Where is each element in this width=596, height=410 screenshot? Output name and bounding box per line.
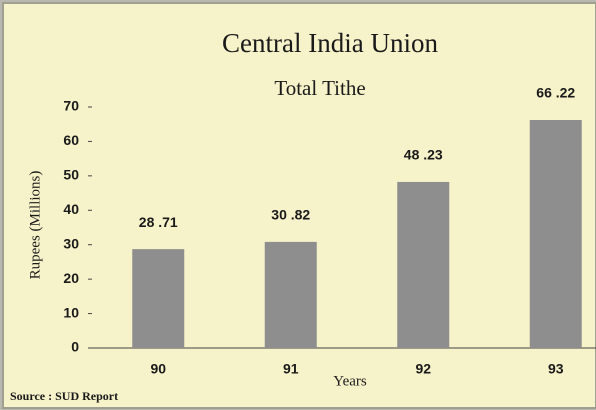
y-tick-label: 70 <box>63 98 79 114</box>
y-tick-label: 40 <box>63 201 79 217</box>
x-axis-label: Years <box>333 373 367 389</box>
x-tick-label: 92 <box>415 361 431 377</box>
y-tick-label: 60 <box>63 132 79 148</box>
x-tick-label: 93 <box>548 361 564 377</box>
y-tick-label: 30 <box>63 235 79 251</box>
x-tick-label: 90 <box>150 361 166 377</box>
y-tick-label: 20 <box>63 270 79 286</box>
value-label: 66 .22 <box>536 85 575 101</box>
value-label: 28 .71 <box>139 214 178 230</box>
bar <box>529 120 582 348</box>
value-label: 48 .23 <box>404 147 443 163</box>
y-tick-label: 50 <box>63 167 79 183</box>
y-tick-label: 0 <box>71 339 79 355</box>
bar <box>132 249 185 348</box>
value-label: 30 .82 <box>271 207 310 223</box>
bar <box>264 241 317 348</box>
y-axis-label: Rupees (Millions) <box>27 171 43 280</box>
chart-title: Central India Union <box>222 28 438 58</box>
bar <box>397 181 450 348</box>
chart-subtitle: Total Tithe <box>274 76 365 100</box>
source-note: Source : SUD Report <box>10 389 118 403</box>
y-tick-label: 10 <box>63 304 79 320</box>
x-tick-label: 91 <box>283 361 299 377</box>
